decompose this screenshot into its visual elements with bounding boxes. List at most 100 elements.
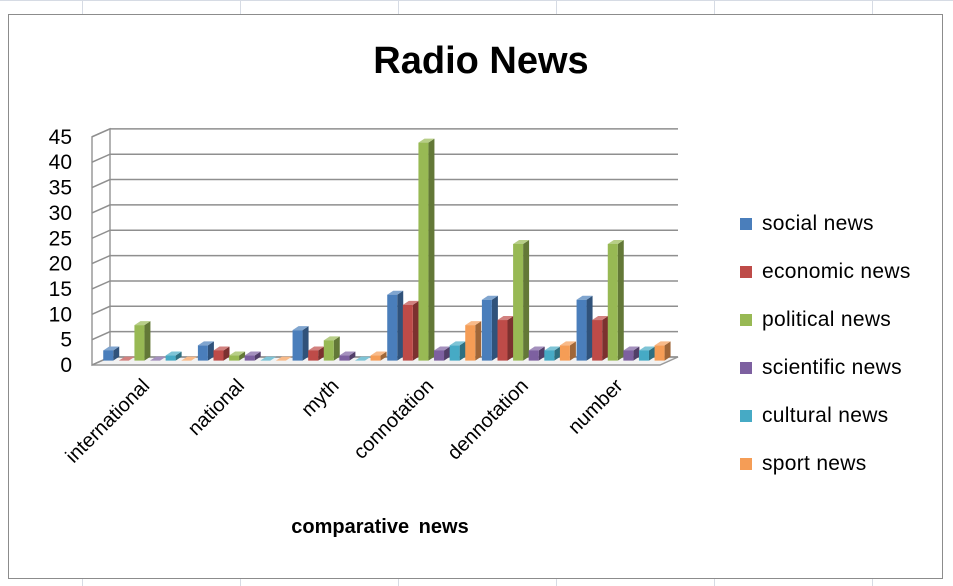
bar[interactable]: [387, 290, 404, 361]
bar-side: [113, 346, 120, 361]
y-tick-label: 30: [49, 202, 72, 225]
bar-side: [507, 316, 514, 361]
bar-side: [318, 346, 325, 361]
bar-side: [475, 321, 482, 361]
bar-side: [254, 351, 261, 361]
bar-top: [275, 356, 292, 361]
bar-top: [481, 295, 498, 300]
bar[interactable]: [481, 295, 498, 361]
bar[interactable]: [275, 356, 292, 361]
legend-item[interactable]: political news: [740, 296, 911, 344]
y-tick-label: 15: [49, 278, 72, 301]
gridline: [91, 153, 678, 163]
legend-item[interactable]: cultural news: [740, 392, 911, 440]
bar[interactable]: [576, 295, 593, 361]
legend[interactable]: social news economic news political news sc…: [740, 200, 911, 488]
x-axis-ticks: international national myth connotation denn…: [62, 375, 628, 468]
bar[interactable]: [465, 321, 482, 361]
legend-swatch: [740, 266, 752, 278]
x-tick-label: number: [564, 375, 628, 439]
legend-item[interactable]: sport news: [740, 440, 911, 488]
x-tick-label: connotation: [350, 375, 439, 464]
bar-side: [586, 295, 593, 361]
bar[interactable]: [339, 351, 356, 361]
bar[interactable]: [370, 351, 387, 361]
bar-front: [244, 355, 255, 361]
bar-top: [370, 351, 387, 356]
bar[interactable]: [150, 356, 167, 361]
bar[interactable]: [134, 321, 151, 361]
sheet-gridline: [0, 0, 953, 1]
bar[interactable]: [513, 239, 530, 361]
bar[interactable]: [638, 346, 655, 361]
y-tick-label: 5: [60, 329, 72, 352]
bar[interactable]: [434, 346, 451, 361]
bar-front: [576, 299, 587, 361]
bar-front: [339, 355, 350, 361]
bar[interactable]: [308, 346, 325, 361]
bar-top: [638, 346, 655, 351]
bar[interactable]: [181, 356, 198, 361]
bar[interactable]: [528, 346, 545, 361]
bar-top: [244, 351, 261, 356]
y-tick-label: 45: [49, 126, 72, 149]
y-tick-label: 20: [49, 253, 72, 276]
bar[interactable]: [418, 138, 435, 361]
bar-side: [523, 239, 530, 361]
bar[interactable]: [103, 346, 120, 361]
bar-front: [370, 355, 381, 361]
legend-item[interactable]: social news: [740, 200, 911, 248]
bar[interactable]: [449, 341, 466, 361]
bar-side: [302, 326, 309, 361]
bar[interactable]: [623, 346, 640, 361]
legend-label: economic news: [762, 260, 911, 283]
legend-label: political news: [762, 308, 892, 331]
bar-front: [308, 350, 319, 361]
bar-side: [648, 346, 655, 361]
bar[interactable]: [260, 356, 277, 361]
bar-side: [380, 351, 387, 361]
bar-top: [402, 300, 419, 305]
bar[interactable]: [559, 341, 576, 361]
bar[interactable]: [229, 351, 246, 361]
bar-side: [239, 351, 246, 361]
legend-item[interactable]: economic news: [740, 248, 911, 296]
bar[interactable]: [197, 341, 214, 361]
bar-side: [554, 346, 561, 361]
bar-top: [513, 239, 530, 244]
legend-swatch: [740, 218, 752, 230]
bar-top: [213, 346, 230, 351]
bar-front: [638, 350, 649, 361]
bar-top: [118, 356, 135, 361]
bar-top: [103, 346, 120, 351]
bar-top: [528, 346, 545, 351]
bar[interactable]: [607, 239, 624, 361]
bars: [103, 138, 671, 361]
bar[interactable]: [654, 341, 671, 361]
bar-side: [412, 300, 419, 361]
bar-top: [449, 341, 466, 346]
y-tick-label: 10: [49, 303, 72, 326]
gridline: [91, 280, 678, 290]
bar-side: [223, 346, 230, 361]
chart-area[interactable]: [8, 14, 943, 579]
bar[interactable]: [244, 351, 261, 361]
bar[interactable]: [497, 316, 514, 361]
bar[interactable]: [118, 356, 135, 361]
bar[interactable]: [402, 300, 419, 361]
bar[interactable]: [323, 336, 340, 361]
bar[interactable]: [292, 326, 309, 361]
legend-swatch: [740, 458, 752, 470]
x-tick-label: national: [184, 375, 249, 440]
bar-front: [402, 304, 413, 361]
bar-side: [144, 321, 151, 361]
legend-item[interactable]: scientific news: [740, 344, 911, 392]
bar[interactable]: [544, 346, 561, 361]
bar[interactable]: [592, 316, 609, 361]
bar[interactable]: [354, 356, 371, 361]
bar[interactable]: [213, 346, 230, 361]
bar[interactable]: [165, 351, 182, 361]
bar-front: [544, 350, 555, 361]
